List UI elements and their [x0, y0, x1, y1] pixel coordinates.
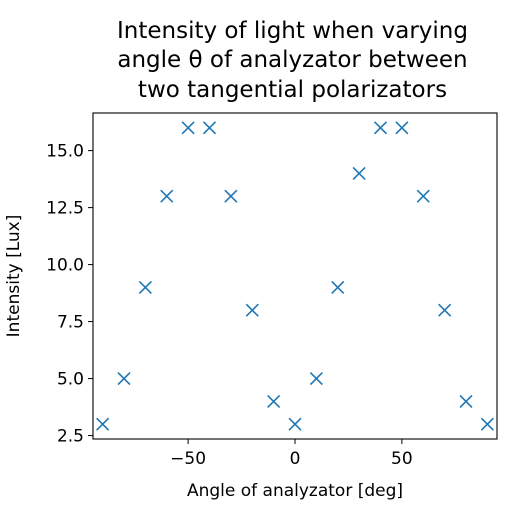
data-point [181, 121, 195, 135]
y-axis-label: Intensity [Lux] [4, 215, 24, 338]
y-tick-label: 15.0 [46, 142, 84, 162]
chart-title-line-3: two tangential polarizators [0, 76, 525, 104]
data-point [245, 303, 259, 317]
data-point [352, 166, 366, 180]
y-tick-label: 12.5 [46, 199, 84, 219]
chart-title-line-3-text: two tangential polarizators [137, 77, 448, 103]
data-point [373, 121, 388, 135]
x-tick-label: 50 [391, 449, 413, 469]
chart-title-line-2-text: angle θ of analyzator between [117, 47, 468, 73]
chart-title-line-2: angle θ of analyzator between [0, 46, 525, 74]
chart-title-line-1-text: Intensity of light when varying [117, 18, 468, 44]
chart-title-line-1: Intensity of light when varying [0, 17, 525, 45]
data-point [395, 121, 409, 135]
x-axis-label: Angle of analyzator [deg] [187, 481, 403, 501]
data-point [480, 417, 494, 431]
data-point [224, 189, 238, 203]
y-tick-label: 10.0 [46, 256, 84, 276]
data-point [331, 280, 345, 294]
data-point [288, 417, 302, 431]
data-point [117, 372, 131, 386]
data-point [96, 417, 110, 431]
axis-ticks: −50 0 50 2.5 5.0 7.5 10.0 12.5 15.0 [46, 142, 413, 469]
data-point [267, 394, 281, 408]
y-tick-label: 5.0 [57, 370, 84, 390]
y-tick-label: 7.5 [57, 313, 84, 333]
data-point [138, 280, 152, 294]
data-markers [96, 121, 494, 431]
data-point [416, 189, 430, 203]
x-tick-label: −50 [170, 449, 206, 469]
data-point [202, 121, 217, 135]
y-tick-label: 2.5 [57, 427, 84, 447]
data-point [160, 189, 174, 203]
data-point [438, 303, 452, 317]
x-tick-label: 0 [290, 449, 301, 469]
data-point [309, 372, 323, 386]
axes-frame [92, 112, 498, 440]
data-point [459, 394, 473, 408]
